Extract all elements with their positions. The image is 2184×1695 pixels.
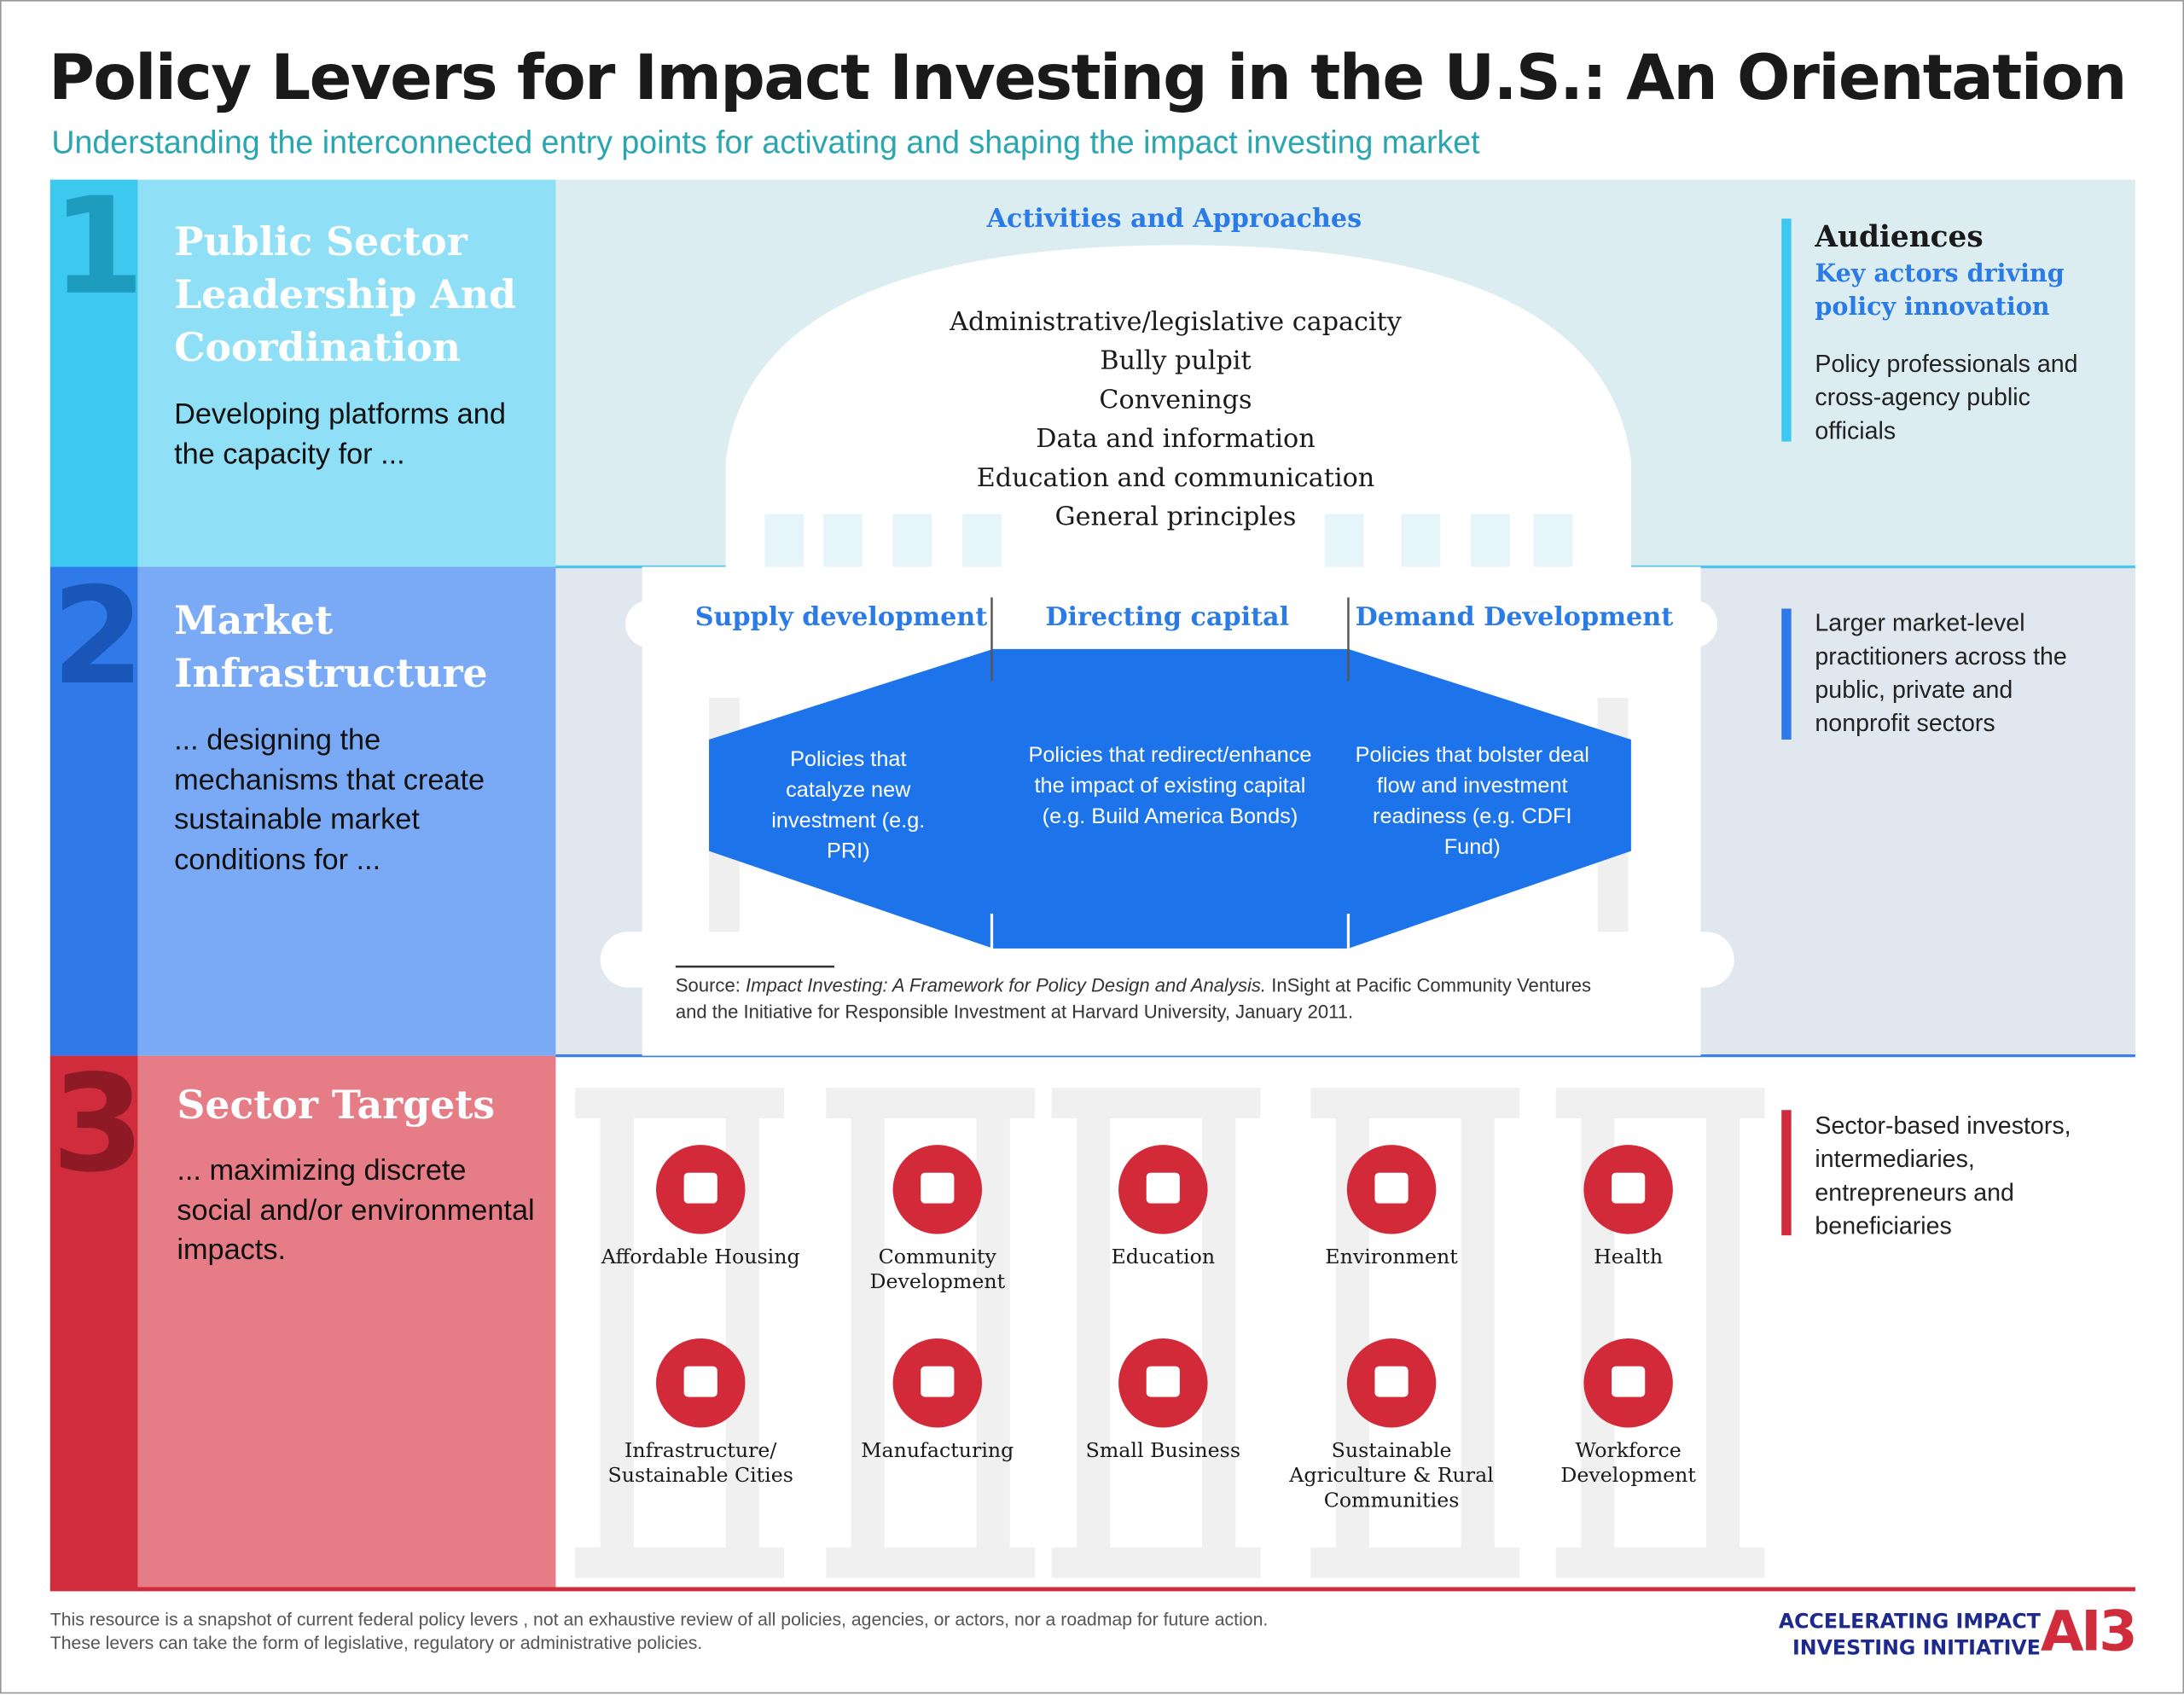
row-title: Public Sector Leadership And Coordinatio… [174,218,516,371]
logo-mark: AI3 [2040,1599,2138,1665]
sector-label: Community Development [869,1246,1006,1294]
base [600,932,1734,988]
title: Policy Levers for Impact Investing in th… [49,40,2127,114]
activity: Administrative/legislative capacity [950,307,1402,338]
logo-text: ACCELERATING IMPACT INVESTING INITIATIVE [1768,1610,2041,1663]
source-rest: InSight at Pacific Community Ventures an… [675,974,1592,1023]
sector-label: Small Business [1085,1440,1240,1463]
column-title: Supply development [694,602,988,633]
sector-label: Workforce Development [1560,1440,1696,1488]
column-title: Directing capital [1045,602,1290,633]
column-text: Policies that bolster deal flow and inve… [1355,743,1589,860]
sector-icon [1118,1338,1208,1428]
sector-icon [1583,1145,1673,1234]
footer-note: This resource is a snapshot of current f… [50,1607,1269,1655]
audiences-title: Audiences [1815,218,1984,254]
icon-glyph [1146,1366,1180,1397]
source-prefix: Source: [675,974,741,996]
sector-columns [575,1088,1765,1578]
column-dividers [675,597,1350,968]
icon-glyph [921,1366,955,1397]
sector-label: Infrastructure/ Sustainable Cities [607,1440,793,1488]
sector-icon [1346,1145,1437,1234]
icon-glyph [1146,1172,1180,1204]
column-text: Policies that catalyze new investment (e… [771,747,926,864]
column-title: Demand Development [1355,602,1674,633]
row-number: 3 [51,1046,145,1203]
logo-line: INVESTING INITIATIVE [1792,1638,2041,1661]
activity: Convenings [1099,386,1252,415]
row3-panel [137,1055,556,1589]
subtitle: Understanding the interconnected entry p… [51,124,1480,160]
sector-label: Health [1594,1246,1664,1269]
row-description: ... designing the mechanisms that create… [174,724,485,876]
audience-text: Policy professionals and cross-agency pu… [1815,349,2078,444]
sector-label: Manufacturing [861,1440,1014,1463]
row-description: Developing platforms and the capacity fo… [174,398,506,471]
row-title: Market Infrastructure [174,597,488,697]
source-work: Impact Investing: A Framework for Policy… [745,974,1267,996]
row2-panel [137,566,556,1056]
audience-bar [1781,218,1792,442]
audience-text: Sector-based investors, intermediaries, … [1815,1111,2071,1240]
row3-strip [49,1055,138,1589]
logo-line: ACCELERATING IMPACT [1778,1611,2041,1634]
row1-strip [49,179,138,567]
sector-icon [892,1145,983,1234]
sector-icon [656,1338,746,1428]
row-description: ... maximizing discrete social and/or en… [177,1154,535,1267]
note-line: These levers can take the form of legisl… [49,1632,703,1654]
audience-bar [1781,608,1792,740]
audiences-subtitle: Key actors driving policy innovation [1815,260,2065,322]
column-text: Policies that redirect/enhance the impac… [1028,743,1312,829]
audience-text: Larger market-level practitioners across… [1815,608,2067,737]
sector-icon [1583,1338,1673,1428]
icon-glyph [1612,1366,1646,1397]
sector-label: Sustainable Agriculture & Rural Communit… [1289,1440,1494,1513]
row-title: Sector Targets [177,1082,496,1129]
activity: Data and information [1036,424,1316,455]
row-number: 2 [51,558,145,715]
icon-glyph [1374,1172,1409,1204]
activity: Bully pulpit [1100,346,1252,376]
band-ticks [990,914,1350,949]
sector-label: Affordable Housing [601,1246,800,1269]
note-line: This resource is a snapshot of current f… [49,1608,1269,1630]
icon-glyph [921,1172,955,1204]
dome-columns [764,514,1573,567]
sector-label: Environment [1325,1246,1458,1269]
source: Source: Impact Investing: A Framework fo… [676,972,1623,1025]
icon-glyph [1374,1366,1409,1397]
audience-bar [1781,1110,1792,1236]
icon-glyph [1612,1172,1646,1204]
activity: Education and communication [976,463,1375,493]
activity: General principles [1054,502,1297,532]
row-number: 1 [51,168,145,325]
sector-icon [1346,1338,1437,1428]
policy-band [709,648,1631,949]
sector-icon [656,1145,746,1234]
dome [725,245,1631,567]
icon-glyph [683,1172,717,1204]
row1-panel [137,179,556,567]
sector-icon [1118,1145,1208,1234]
activities-list: Administrative/legislative capacity Bully… [865,304,1486,537]
icon-glyph [683,1366,717,1397]
sector-label: Education [1111,1246,1216,1269]
capital [625,600,1718,648]
row2-strip [49,566,138,1056]
sector-icon [892,1338,983,1428]
activities-title: Activities and Approaches [986,205,1362,235]
